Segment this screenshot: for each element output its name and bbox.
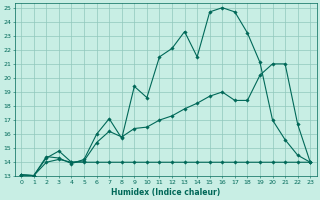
X-axis label: Humidex (Indice chaleur): Humidex (Indice chaleur) <box>111 188 220 197</box>
